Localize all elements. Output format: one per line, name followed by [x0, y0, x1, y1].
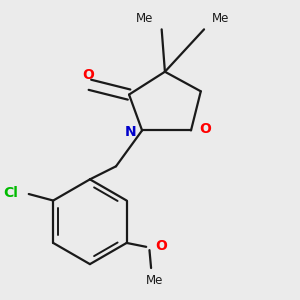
Text: O: O [199, 122, 211, 136]
Text: Me: Me [136, 12, 154, 26]
Text: Cl: Cl [3, 186, 18, 200]
Text: Me: Me [212, 12, 230, 26]
Text: O: O [82, 68, 94, 82]
Text: N: N [124, 125, 136, 139]
Text: Me: Me [146, 274, 163, 287]
Text: O: O [155, 239, 167, 253]
